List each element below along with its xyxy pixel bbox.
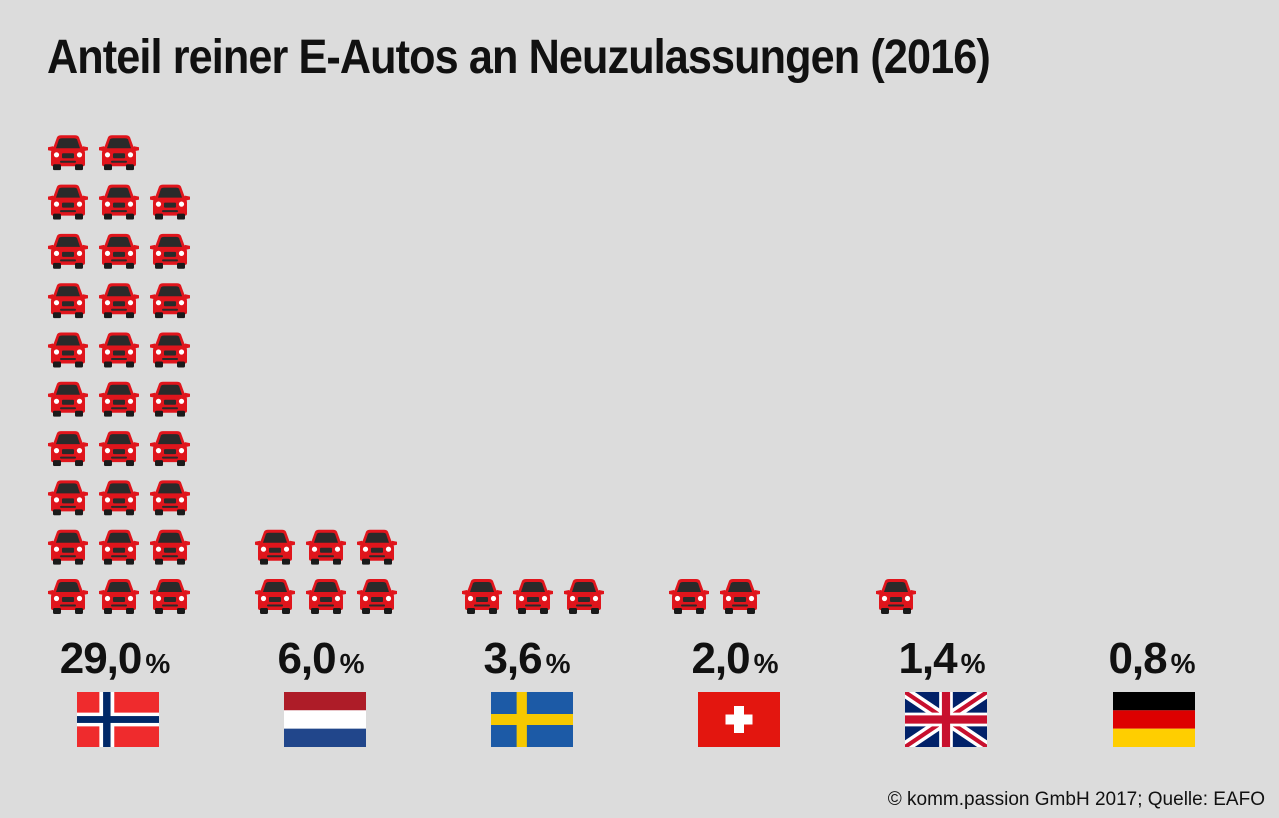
- percentage-label-uk: 1,4%: [898, 634, 986, 683]
- car-icon: [150, 480, 190, 516]
- chart-title: Anteil reiner E-Autos an Neuzulassungen …: [47, 31, 991, 84]
- car-icon: [876, 579, 916, 614]
- car-icon: [720, 579, 760, 614]
- car-icon: [48, 480, 88, 516]
- netherlands-flag-icon: [284, 692, 366, 747]
- car-icon: [99, 480, 139, 516]
- percentage-label-germany: 0,8%: [1108, 634, 1196, 683]
- car-icon: [150, 332, 190, 368]
- car-icon: [306, 579, 346, 614]
- car-icon: [150, 381, 190, 417]
- percentage-label-sweden: 3,6%: [483, 634, 571, 683]
- sweden-flag-icon: [491, 692, 573, 747]
- car-icon: [99, 381, 139, 417]
- percentage-label-norway: 29,0%: [59, 634, 171, 683]
- car-icon: [99, 184, 139, 220]
- germany-flag-icon: [1113, 692, 1195, 747]
- car-icon: [462, 579, 502, 614]
- car-icon: [1084, 579, 1116, 614]
- switzerland-flag-icon: [698, 692, 780, 747]
- car-icon: [48, 431, 88, 467]
- car-icon: [669, 579, 709, 614]
- car-icon: [48, 184, 88, 220]
- car-icon: [99, 431, 139, 467]
- car-icon: [927, 579, 943, 614]
- car-icon: [99, 283, 139, 319]
- source-credit: © komm.passion GmbH 2017; Quelle: EAFO: [887, 789, 1265, 810]
- car-icon: [564, 579, 604, 614]
- norway-flag-icon: [77, 692, 159, 747]
- car-icon: [357, 529, 397, 565]
- car-icon: [48, 529, 88, 565]
- percentage-label-netherlands: 6,0%: [277, 634, 365, 683]
- car-icon: [48, 233, 88, 269]
- car-icon: [48, 579, 88, 614]
- car-icon: [99, 579, 139, 614]
- car-icon: [357, 579, 397, 614]
- percentage-label-switzerland: 2,0%: [691, 634, 779, 683]
- car-icon: [150, 431, 190, 467]
- car-icon: [48, 381, 88, 417]
- car-icon: [99, 529, 139, 565]
- car-icon: [48, 332, 88, 368]
- car-icon: [150, 233, 190, 269]
- car-icon: [255, 529, 295, 565]
- car-icon: [99, 332, 139, 368]
- uk-flag-icon: [905, 692, 987, 747]
- car-icon: [99, 135, 139, 171]
- car-icon: [150, 529, 190, 565]
- car-icon: [513, 579, 553, 614]
- car-icon: [99, 233, 139, 269]
- car-icon: [150, 579, 190, 614]
- car-icon: [306, 529, 346, 565]
- car-icon: [255, 579, 295, 614]
- car-icon: [48, 135, 88, 171]
- car-icon: [48, 283, 88, 319]
- car-icon: [462, 529, 486, 565]
- car-icon: [150, 283, 190, 319]
- car-icon: [150, 184, 190, 220]
